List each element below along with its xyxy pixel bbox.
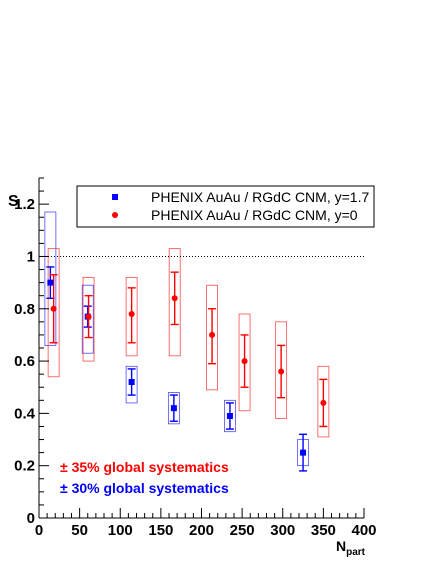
legend-box [76,185,375,228]
point-s1-p4 [209,331,216,338]
annotation-blue-global-systematics: ± 30% global systematics [60,480,229,496]
point-s1-p2 [128,311,135,317]
annotation-red-global-systematics: ± 35% global systematics [60,459,229,475]
x-tick-label: 100 [108,522,133,539]
x-ticks: 0 50 100 150 200 250 300 350 400 [35,508,377,539]
x-axis-title-sub: part [346,547,366,558]
x-tick-label: 250 [230,522,255,539]
sys-box-s1-p5 [238,313,251,412]
legend-marker-red [112,212,118,218]
x-axis-title-main: N [336,538,346,554]
y-tick-label: 0.4 [14,405,36,422]
y-tick-label: 1 [27,248,35,265]
y-tick-label: 0.8 [14,301,35,318]
point-s0-p3 [170,405,177,412]
sys-box-s1-p3 [168,248,181,357]
x-tick-label: 0 [35,522,43,539]
sys-box-s1-p4 [206,284,218,391]
y-tick-label: 1.2 [14,196,35,213]
legend-label-blue: PHENIX AuAu / RGdC CNM, y=1.7 [151,189,369,205]
error-bars [46,266,328,472]
y-tick-label: 0.2 [14,458,35,475]
x-tick-label: 400 [351,522,376,539]
y-tick-label: 0.6 [14,353,35,370]
point-s1-p5 [241,358,248,365]
x-axis-title: Npart [336,538,366,558]
sys-box-s1-p6 [275,321,288,420]
axes: 0 50 100 150 200 250 300 350 400 0 0.2 0.4 0.6 0.8 1 1… [14,177,377,539]
point-s1-p7 [320,399,327,406]
point-s0-p5 [300,449,307,456]
point-s0-p0 [47,279,54,286]
y-ticks: 0 0.2 0.4 0.6 0.8 1 1.2 [14,177,49,527]
x-tick-label: 300 [270,522,295,539]
x-tick-label: 200 [189,522,214,539]
sys-box-s0-p1 [81,284,94,354]
data-points [47,279,327,456]
sys-box-s0-p2 [125,365,138,404]
point-s1-p0 [50,305,57,312]
sys-box-s0-p3 [167,392,180,425]
point-s1-p3 [171,295,178,302]
sys-box-s1-p1 [82,276,95,362]
legend: PHENIX AuAu / RGdC CNM, y=1.7 PHENIX AuA… [76,185,375,228]
legend-label-red: PHENIX AuAu / RGdC CNM, y=0 [151,207,358,223]
sys-box-s0-p4 [224,399,236,433]
y-tick-label: 0 [27,510,35,527]
x-tick-label: 50 [71,522,88,539]
x-tick-label: 350 [311,522,336,539]
x-tick-label: 150 [148,522,173,539]
legend-marker-blue [112,194,118,200]
sys-box-s0-p0 [44,211,57,346]
systematic-boxes [44,211,330,467]
sys-box-s1-p0 [47,248,60,378]
point-s1-p6 [278,368,285,375]
point-s1-p1 [85,313,92,320]
point-s0-p2 [128,379,135,385]
y-axis-title: S [8,193,19,210]
point-s0-p4 [226,413,233,419]
sys-box-s1-p7 [317,365,330,438]
sys-box-s1-p2 [125,276,138,357]
